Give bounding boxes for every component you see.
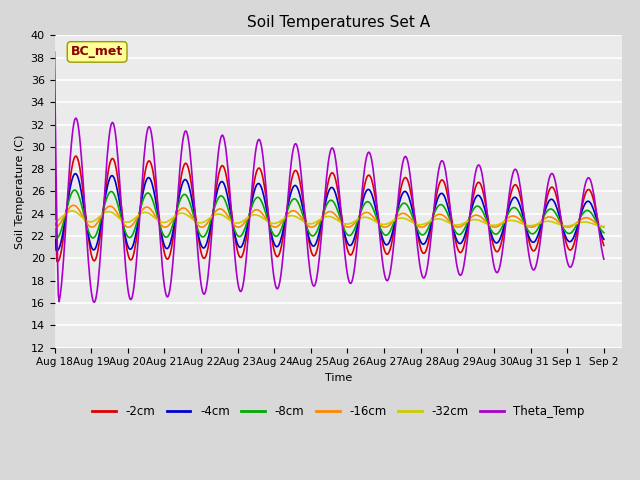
X-axis label: Time: Time — [324, 373, 352, 383]
Title: Soil Temperatures Set A: Soil Temperatures Set A — [247, 15, 430, 30]
Legend: -2cm, -4cm, -8cm, -16cm, -32cm, Theta_Temp: -2cm, -4cm, -8cm, -16cm, -32cm, Theta_Te… — [88, 400, 589, 423]
Y-axis label: Soil Temperature (C): Soil Temperature (C) — [15, 134, 25, 249]
Text: BC_met: BC_met — [71, 46, 124, 59]
